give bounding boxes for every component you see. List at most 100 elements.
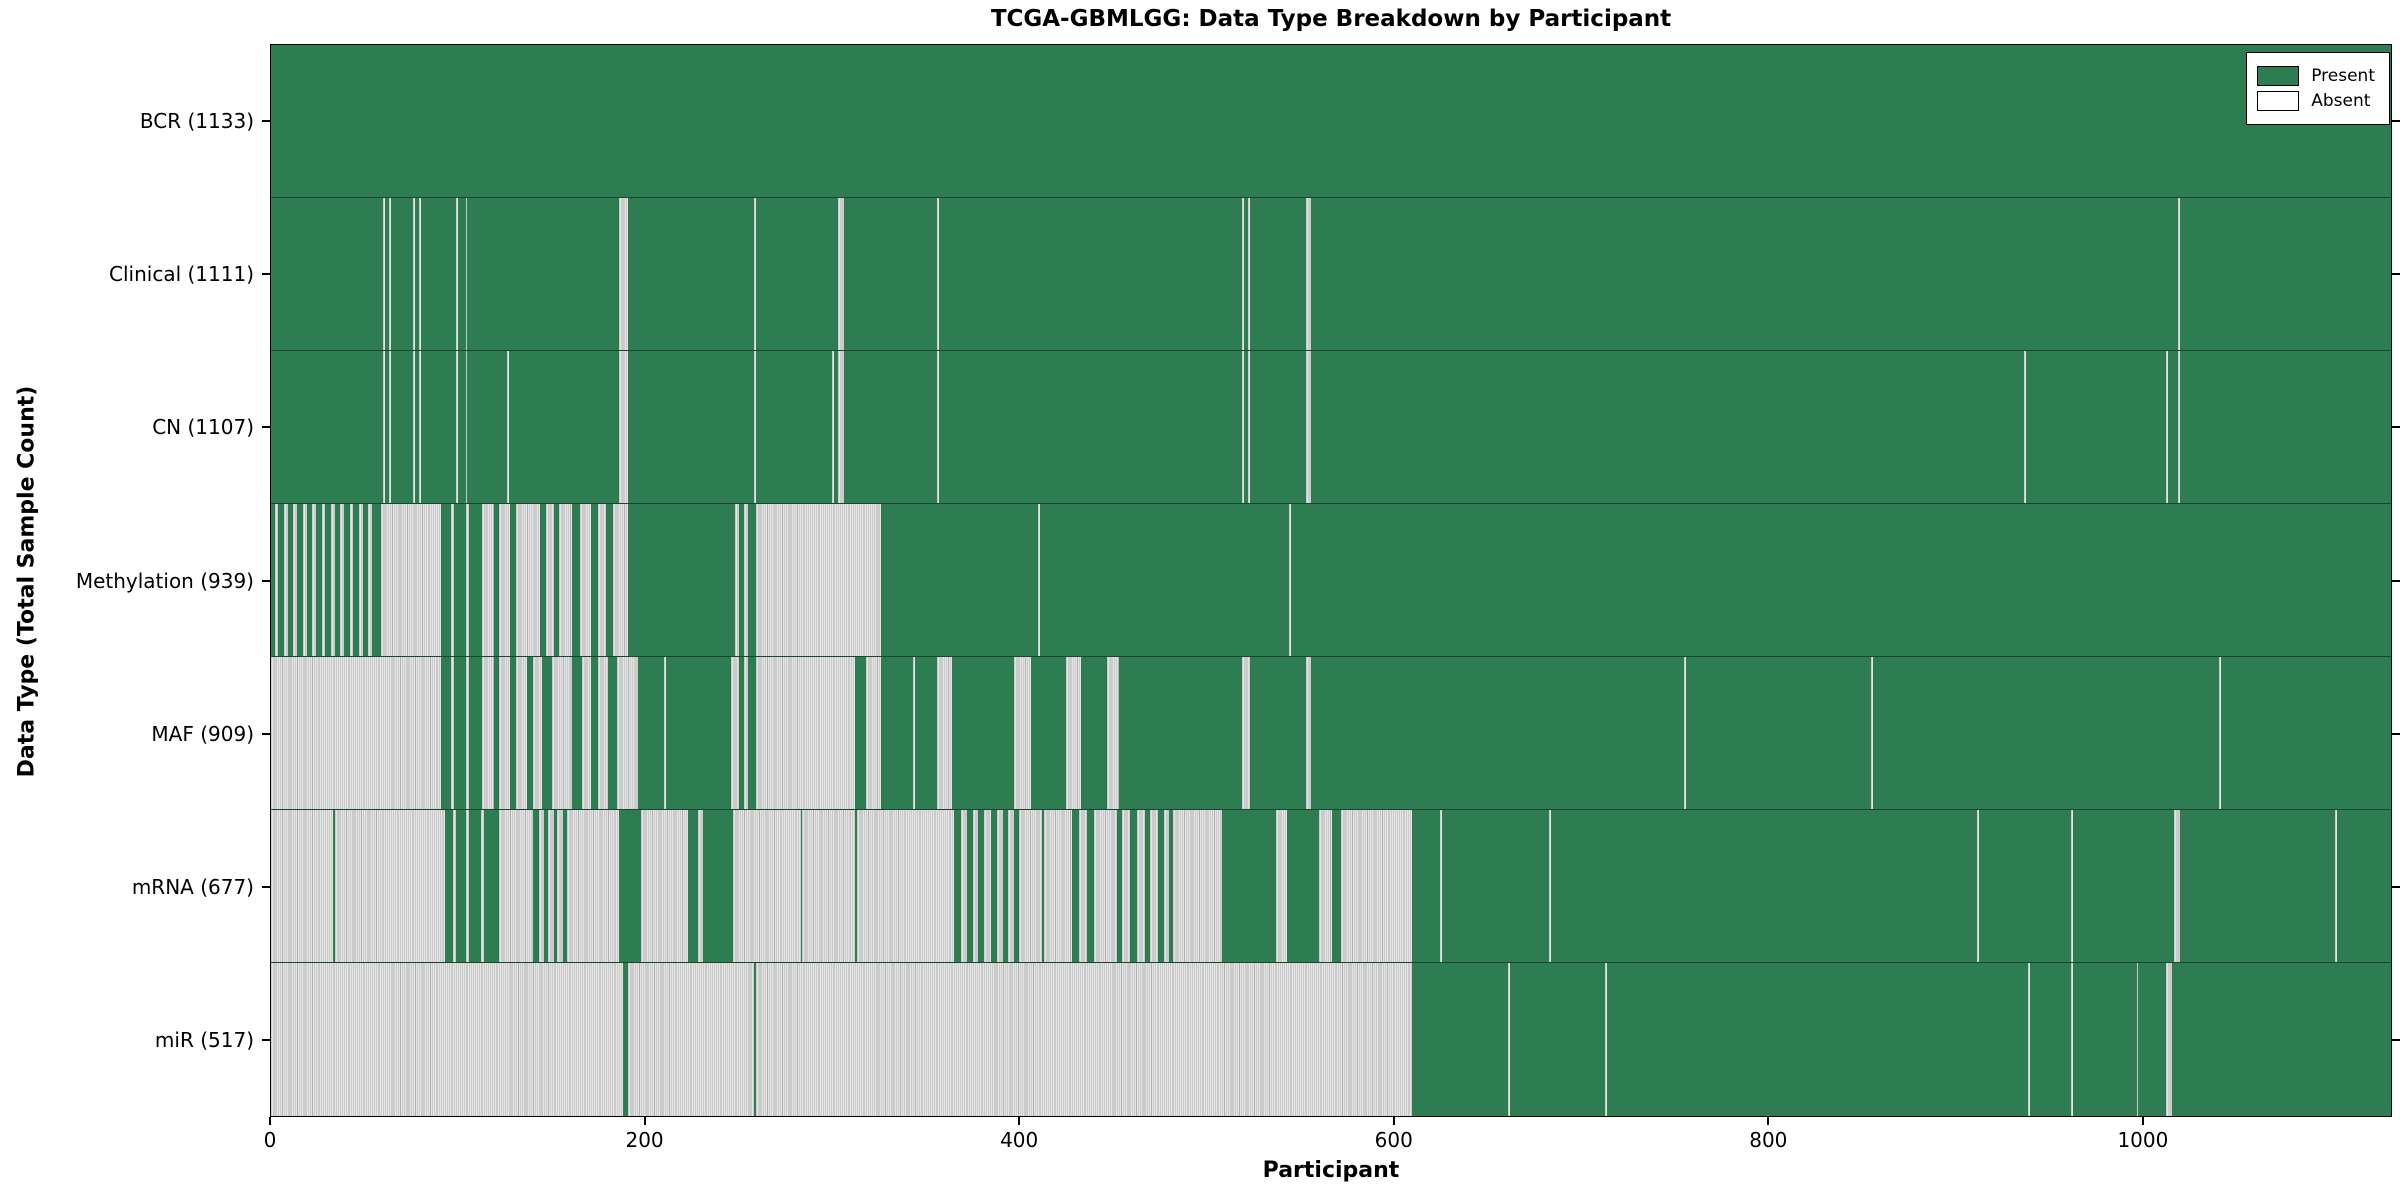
- absent-segment: [418, 350, 421, 503]
- ytick-mark: [262, 732, 270, 735]
- legend-label: Absent: [2311, 91, 2371, 111]
- absent-segment: [1038, 503, 1041, 656]
- absent-segment: [961, 809, 968, 962]
- absent-segment: [1172, 809, 1222, 962]
- absent-segment: [619, 350, 629, 503]
- absent-segment: [1242, 350, 1244, 503]
- absent-segment: [1094, 809, 1117, 962]
- absent-segment: [937, 656, 953, 809]
- absent-segment: [1163, 809, 1170, 962]
- absent-segment: [579, 503, 591, 656]
- absent-segment: [598, 656, 608, 809]
- absent-segment: [271, 809, 333, 962]
- absent-segment: [413, 350, 416, 503]
- absent-segment: [1013, 656, 1031, 809]
- xtick-label-600: 600: [1374, 1128, 1413, 1152]
- absent-segment: [1107, 656, 1119, 809]
- xtick-mark: [1392, 1117, 1395, 1125]
- absent-segment: [1305, 197, 1312, 350]
- absent-segment: [532, 656, 543, 809]
- absent-segment: [302, 503, 307, 656]
- absent-segment: [1977, 809, 1980, 962]
- ytick-mark: [262, 426, 270, 429]
- absent-segment: [1605, 962, 1607, 1116]
- ytick-label-Methylation: Methylation (939): [75, 568, 254, 593]
- absent-segment: [1066, 656, 1082, 809]
- absent-segment: [557, 809, 563, 962]
- chart-title: TCGA-GBMLGG: Data Type Breakdown by Part…: [990, 6, 1672, 32]
- absent-segment: [1079, 809, 1087, 962]
- absent-segment: [506, 350, 509, 503]
- xtick-label-1000: 1000: [2117, 1128, 2169, 1152]
- absent-segment: [516, 503, 541, 656]
- ytick-mark: [262, 886, 270, 889]
- absent-segment: [334, 809, 445, 962]
- absent-segment: [340, 503, 344, 656]
- absent-segment: [465, 503, 470, 656]
- absent-segment: [1683, 656, 1686, 809]
- row-miR: [271, 962, 2391, 1116]
- absent-segment: [383, 350, 386, 503]
- absent-segment: [997, 809, 1003, 962]
- absent-segment: [1150, 809, 1158, 962]
- ytick-label-BCR: BCR (1133): [139, 108, 254, 133]
- absent-segment: [598, 503, 606, 656]
- absent-segment: [1288, 503, 1291, 656]
- absent-segment: [516, 656, 528, 809]
- absent-segment: [358, 503, 363, 656]
- absent-segment: [2334, 809, 2337, 962]
- absent-segment: [619, 197, 629, 350]
- absent-segment: [330, 503, 335, 656]
- absent-segment: [284, 503, 288, 656]
- absent-segment: [1275, 809, 1288, 962]
- absent-segment: [2177, 197, 2180, 350]
- absent-segment: [1242, 656, 1250, 809]
- absent-segment: [2136, 962, 2139, 1116]
- absent-segment: [753, 197, 756, 350]
- absent-segment: [1137, 809, 1145, 962]
- absent-segment: [697, 809, 704, 962]
- ytick-label-CN: CN (1107): [152, 415, 254, 440]
- absent-segment: [413, 197, 416, 350]
- row-CN: [271, 350, 2391, 504]
- xtick-label-0: 0: [263, 1128, 277, 1152]
- absent-segment: [2071, 809, 2073, 962]
- absent-segment: [937, 350, 939, 503]
- absent-segment: [755, 962, 1413, 1116]
- absent-segment: [293, 503, 298, 656]
- absent-segment: [482, 503, 494, 656]
- absent-segment: [837, 197, 844, 350]
- absent-segment: [837, 350, 844, 503]
- absent-segment: [274, 503, 279, 656]
- xtick-mark: [2141, 1117, 2144, 1125]
- xtick-mark: [1018, 1117, 1021, 1125]
- row-Methylation: [271, 503, 2391, 657]
- plot-area: [270, 44, 2392, 1117]
- absent-segment: [418, 197, 421, 350]
- absent-segment: [465, 809, 470, 962]
- legend: Present Absent: [2246, 52, 2390, 125]
- absent-segment: [1043, 809, 1072, 962]
- absent-segment: [2218, 656, 2221, 809]
- legend-swatch-present: [2257, 66, 2300, 86]
- absent-segment: [2177, 350, 2180, 503]
- absent-segment: [1008, 809, 1014, 962]
- absent-segment: [1870, 656, 1873, 809]
- absent-segment: [744, 656, 749, 809]
- ytick-mark: [2392, 579, 2400, 582]
- absent-segment: [731, 656, 739, 809]
- absent-segment: [456, 197, 459, 350]
- absent-segment: [551, 656, 573, 809]
- legend-entry-present: Present: [2257, 66, 2375, 86]
- absent-segment: [388, 350, 391, 503]
- xtick-label-400: 400: [1000, 1128, 1039, 1152]
- absent-segment: [744, 503, 749, 656]
- absent-segment: [2166, 962, 2173, 1116]
- xtick-mark: [1767, 1117, 1770, 1125]
- absent-segment: [1507, 962, 1510, 1116]
- absent-segment: [832, 350, 835, 503]
- absent-segment: [641, 809, 689, 962]
- absent-segment: [456, 350, 459, 503]
- ytick-label-MAF: MAF (909): [151, 721, 254, 746]
